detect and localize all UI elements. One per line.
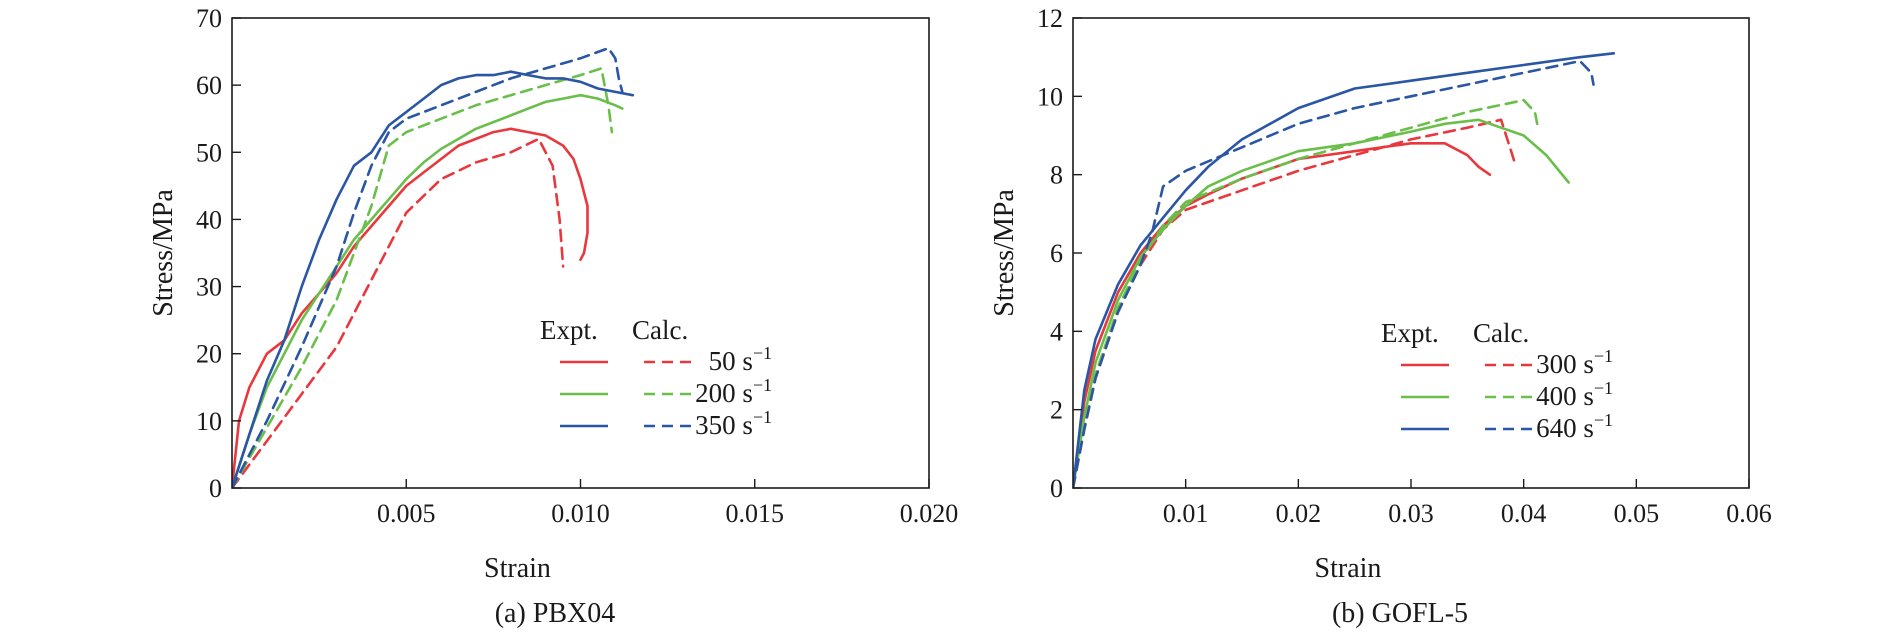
legend-label: 200 s−1 bbox=[695, 375, 772, 408]
x-tick-label: 0.04 bbox=[1501, 499, 1547, 528]
legend-label-text: 300 s bbox=[1536, 349, 1594, 379]
legend-header-expt: Expt. bbox=[1381, 318, 1439, 348]
series-line-2-calc bbox=[232, 137, 565, 488]
panel-a: 0.005 0.010 0.015 0.020 0 10 20 30 40 50 60 70 Strai… bbox=[148, 4, 958, 629]
y-tick-label: 0 bbox=[209, 474, 222, 503]
series-line-6-calc bbox=[1073, 59, 1595, 488]
legend-label-text: 200 s bbox=[695, 378, 753, 408]
legend-label: 400 s−1 bbox=[1536, 378, 1613, 411]
legend-label: 50 s−1 bbox=[709, 343, 772, 376]
legend-label: 350 s−1 bbox=[695, 407, 772, 440]
y-tick-label: 4 bbox=[1050, 317, 1063, 346]
y-tick-label: 40 bbox=[196, 205, 222, 234]
series-line-3-expt bbox=[232, 93, 624, 488]
x-tick-label: 0.06 bbox=[1726, 499, 1772, 528]
legend-label: 300 s−1 bbox=[1536, 346, 1613, 379]
curves bbox=[1073, 52, 1616, 488]
legend-label-superscript: −1 bbox=[1594, 410, 1613, 430]
y-axis-label: Stress/MPa bbox=[148, 189, 179, 317]
legend-label: 640 s−1 bbox=[1536, 410, 1613, 443]
plot-frame bbox=[1072, 17, 1750, 489]
y-tick-label: 6 bbox=[1050, 239, 1063, 268]
legend-label-superscript: −1 bbox=[1594, 346, 1613, 366]
series-line-1-expt bbox=[1073, 142, 1492, 488]
y-tick-label: 2 bbox=[1050, 396, 1063, 425]
x-tick-label: 0.02 bbox=[1276, 499, 1322, 528]
legend-label-superscript: −1 bbox=[753, 407, 772, 427]
legend-header-calc: Calc. bbox=[1473, 318, 1529, 348]
x-tick-label: 0.05 bbox=[1614, 499, 1660, 528]
series-line-6-calc bbox=[232, 46, 624, 488]
x-axis-label: Strain bbox=[484, 553, 551, 584]
legend-header-calc: Calc. bbox=[632, 315, 688, 345]
series-line-1-expt bbox=[232, 127, 589, 488]
x-tick-label: 0.01 bbox=[1163, 499, 1209, 528]
x-tick-label: 0.020 bbox=[900, 499, 959, 528]
x-tick-label: 0.010 bbox=[551, 499, 610, 528]
y-tick-label: 60 bbox=[196, 71, 222, 100]
curves bbox=[232, 46, 635, 488]
x-tick-label: 0.03 bbox=[1388, 499, 1434, 528]
series-line-3-expt bbox=[1073, 118, 1570, 488]
panel-caption: (a) PBX04 bbox=[495, 598, 616, 629]
y-tick-label: 10 bbox=[1037, 82, 1063, 111]
y-tick-label: 0 bbox=[1050, 474, 1063, 503]
series-line-5-expt bbox=[1073, 52, 1616, 488]
legend-label-superscript: −1 bbox=[753, 375, 772, 395]
legend-label-superscript: −1 bbox=[753, 343, 772, 363]
legend-header-expt: Expt. bbox=[540, 315, 598, 345]
x-tick-label: 0.015 bbox=[726, 499, 785, 528]
y-tick-label: 10 bbox=[196, 407, 222, 436]
series-line-5-expt bbox=[232, 70, 635, 488]
y-tick-label: 20 bbox=[196, 340, 222, 369]
y-tick-label: 70 bbox=[196, 4, 222, 33]
x-axis-label: Strain bbox=[1315, 553, 1382, 584]
series-line-4-calc bbox=[1073, 98, 1539, 488]
legend-label-text: 640 s bbox=[1536, 413, 1594, 443]
legend-label-superscript: −1 bbox=[1594, 378, 1613, 398]
series-line-2-calc bbox=[1073, 118, 1516, 488]
legend-label-text: 350 s bbox=[695, 410, 753, 440]
y-tick-label: 12 bbox=[1037, 4, 1063, 33]
x-tick-label: 0.005 bbox=[377, 499, 436, 528]
y-tick-label: 50 bbox=[196, 138, 222, 167]
series-line-4-calc bbox=[232, 67, 614, 488]
y-axis-label: Stress/MPa bbox=[989, 189, 1020, 317]
plot-frame bbox=[231, 17, 930, 489]
y-tick-label: 30 bbox=[196, 273, 222, 302]
panel-caption: (b) GOFL-5 bbox=[1332, 598, 1468, 629]
legend-label-text: 50 s bbox=[709, 346, 753, 376]
panel-b: 0.01 0.02 0.03 0.04 0.05 0.06 0 2 4 6 8 10 12 Strain S… bbox=[989, 4, 1772, 629]
y-tick-label: 8 bbox=[1050, 161, 1063, 190]
legend-label-text: 400 s bbox=[1536, 381, 1594, 411]
